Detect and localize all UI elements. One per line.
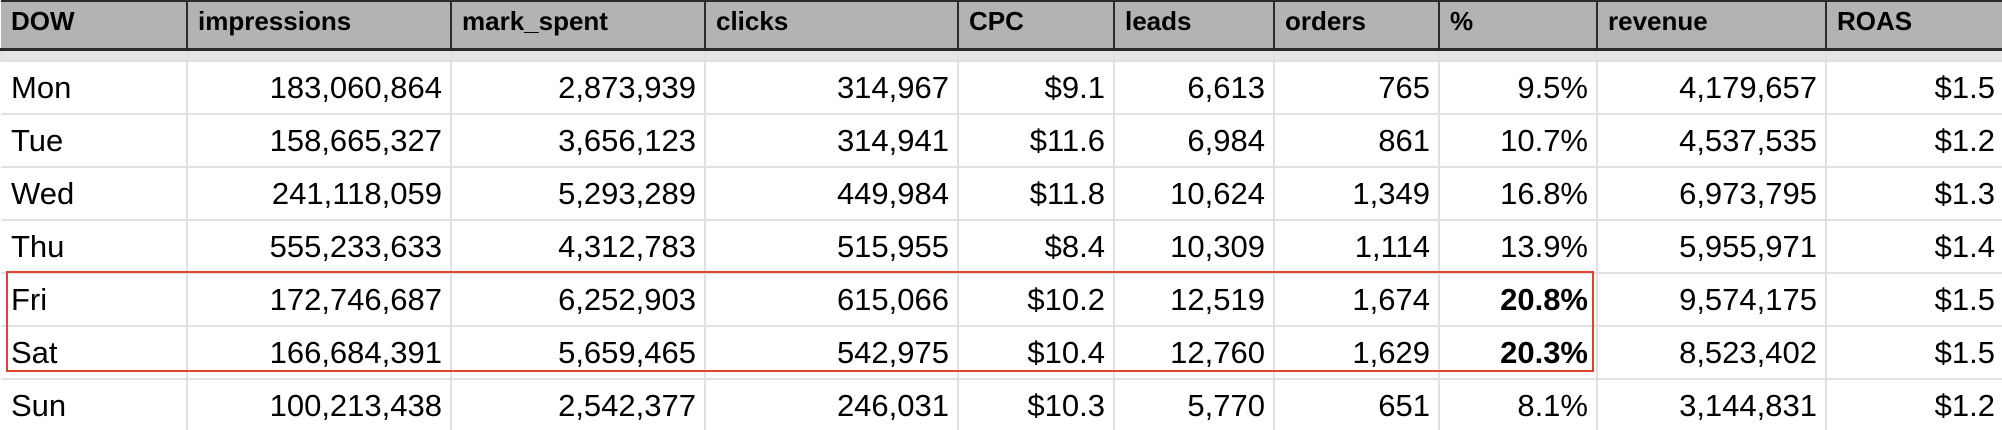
- cell-orders[interactable]: 765: [1273, 60, 1440, 115]
- cell-revenue[interactable]: 4,179,657: [1596, 60, 1827, 115]
- cell-clicks[interactable]: 515,955: [704, 219, 959, 274]
- cell-orders[interactable]: 1,349: [1273, 166, 1440, 221]
- cell-impressions[interactable]: 555,233,633: [186, 219, 452, 274]
- cell-cpc[interactable]: $11.8: [957, 166, 1115, 221]
- cell-revenue[interactable]: 6,973,795: [1596, 166, 1827, 221]
- cell-leads[interactable]: 12,760: [1113, 325, 1275, 380]
- cell-cpc[interactable]: $8.4: [957, 219, 1115, 274]
- cell-revenue[interactable]: 8,523,402: [1596, 325, 1827, 380]
- cell-dow[interactable]: Mon: [1, 60, 188, 115]
- column-header-impressions[interactable]: impressions: [186, 0, 452, 51]
- column-header-percent[interactable]: %: [1438, 0, 1598, 51]
- cell-orders[interactable]: 651: [1273, 378, 1440, 430]
- cell-leads[interactable]: 12,519: [1113, 272, 1275, 327]
- cell-orders[interactable]: 1,629: [1273, 325, 1440, 380]
- cell-impressions[interactable]: 166,684,391: [186, 325, 452, 380]
- cell-leads[interactable]: 6,984: [1113, 113, 1275, 168]
- cell-clicks[interactable]: 314,967: [704, 60, 959, 115]
- cell-impressions[interactable]: 172,746,687: [186, 272, 452, 327]
- table-row: Mon 183,060,864 2,873,939 314,967 $9.1 6…: [1, 60, 2002, 115]
- header-row: DOW impressions mark_spent clicks CPC le…: [1, 0, 2002, 51]
- column-header-orders[interactable]: orders: [1273, 0, 1440, 51]
- cell-cpc[interactable]: $10.2: [957, 272, 1115, 327]
- table-row: Tue 158,665,327 3,656,123 314,941 $11.6 …: [1, 113, 2002, 168]
- cell-leads[interactable]: 10,624: [1113, 166, 1275, 221]
- cell-clicks[interactable]: 615,066: [704, 272, 959, 327]
- cell-impressions[interactable]: 100,213,438: [186, 378, 452, 430]
- cell-mark-spent[interactable]: 2,873,939: [450, 60, 706, 115]
- cell-impressions[interactable]: 183,060,864: [186, 60, 452, 115]
- column-header-mark-spent[interactable]: mark_spent: [450, 0, 706, 51]
- cell-cpc[interactable]: $9.1: [957, 60, 1115, 115]
- table-row-highlighted: Sat 166,684,391 5,659,465 542,975 $10.4 …: [1, 325, 2002, 380]
- cell-clicks[interactable]: 449,984: [704, 166, 959, 221]
- column-header-clicks[interactable]: clicks: [704, 0, 959, 51]
- cell-impressions[interactable]: 158,665,327: [186, 113, 452, 168]
- cell-roas[interactable]: $1.2: [1825, 113, 2002, 168]
- cell-revenue[interactable]: 9,574,175: [1596, 272, 1827, 327]
- cell-leads[interactable]: 6,613: [1113, 60, 1275, 115]
- cell-clicks[interactable]: 542,975: [704, 325, 959, 380]
- cell-dow[interactable]: Fri: [1, 272, 188, 327]
- header-spacer-row: [0, 48, 2002, 62]
- cell-percent[interactable]: 8.1%: [1438, 378, 1598, 430]
- cell-mark-spent[interactable]: 2,542,377: [450, 378, 706, 430]
- cell-percent[interactable]: 13.9%: [1438, 219, 1598, 274]
- cell-clicks[interactable]: 314,941: [704, 113, 959, 168]
- cell-revenue[interactable]: 4,537,535: [1596, 113, 1827, 168]
- cell-roas[interactable]: $1.2: [1825, 378, 2002, 430]
- column-header-leads[interactable]: leads: [1113, 0, 1275, 51]
- table-row: Sun 100,213,438 2,542,377 246,031 $10.3 …: [1, 378, 2002, 430]
- cell-impressions[interactable]: 241,118,059: [186, 166, 452, 221]
- cell-leads[interactable]: 10,309: [1113, 219, 1275, 274]
- column-header-revenue[interactable]: revenue: [1596, 0, 1827, 51]
- cell-roas[interactable]: $1.5: [1825, 272, 2002, 327]
- cell-percent[interactable]: 16.8%: [1438, 166, 1598, 221]
- table-row-highlighted: Fri 172,746,687 6,252,903 615,066 $10.2 …: [1, 272, 2002, 327]
- cell-dow[interactable]: Thu: [1, 219, 188, 274]
- cell-orders[interactable]: 1,114: [1273, 219, 1440, 274]
- column-header-cpc[interactable]: CPC: [957, 0, 1115, 51]
- cell-percent[interactable]: 10.7%: [1438, 113, 1598, 168]
- cell-leads[interactable]: 5,770: [1113, 378, 1275, 430]
- cell-orders[interactable]: 1,674: [1273, 272, 1440, 327]
- cell-percent[interactable]: 20.3%: [1438, 325, 1598, 380]
- cell-roas[interactable]: $1.3: [1825, 166, 2002, 221]
- cell-roas[interactable]: $1.4: [1825, 219, 2002, 274]
- cell-mark-spent[interactable]: 6,252,903: [450, 272, 706, 327]
- cell-roas[interactable]: $1.5: [1825, 60, 2002, 115]
- cell-dow[interactable]: Tue: [1, 113, 188, 168]
- table-row: Thu 555,233,633 4,312,783 515,955 $8.4 1…: [1, 219, 2002, 274]
- column-header-roas[interactable]: ROAS: [1825, 0, 2002, 51]
- cell-percent[interactable]: 20.8%: [1438, 272, 1598, 327]
- cell-dow[interactable]: Wed: [1, 166, 188, 221]
- cell-dow[interactable]: Sat: [1, 325, 188, 380]
- cell-mark-spent[interactable]: 5,293,289: [450, 166, 706, 221]
- cell-revenue[interactable]: 3,144,831: [1596, 378, 1827, 430]
- cell-mark-spent[interactable]: 5,659,465: [450, 325, 706, 380]
- column-header-dow[interactable]: DOW: [1, 0, 188, 51]
- cell-orders[interactable]: 861: [1273, 113, 1440, 168]
- cell-revenue[interactable]: 5,955,971: [1596, 219, 1827, 274]
- cell-mark-spent[interactable]: 4,312,783: [450, 219, 706, 274]
- cell-dow[interactable]: Sun: [1, 378, 188, 430]
- cell-roas[interactable]: $1.5: [1825, 325, 2002, 380]
- cell-clicks[interactable]: 246,031: [704, 378, 959, 430]
- cell-cpc[interactable]: $10.4: [957, 325, 1115, 380]
- table-row: Wed 241,118,059 5,293,289 449,984 $11.8 …: [1, 166, 2002, 221]
- cell-cpc[interactable]: $11.6: [957, 113, 1115, 168]
- cell-percent[interactable]: 9.5%: [1438, 60, 1598, 115]
- cell-cpc[interactable]: $10.3: [957, 378, 1115, 430]
- cell-mark-spent[interactable]: 3,656,123: [450, 113, 706, 168]
